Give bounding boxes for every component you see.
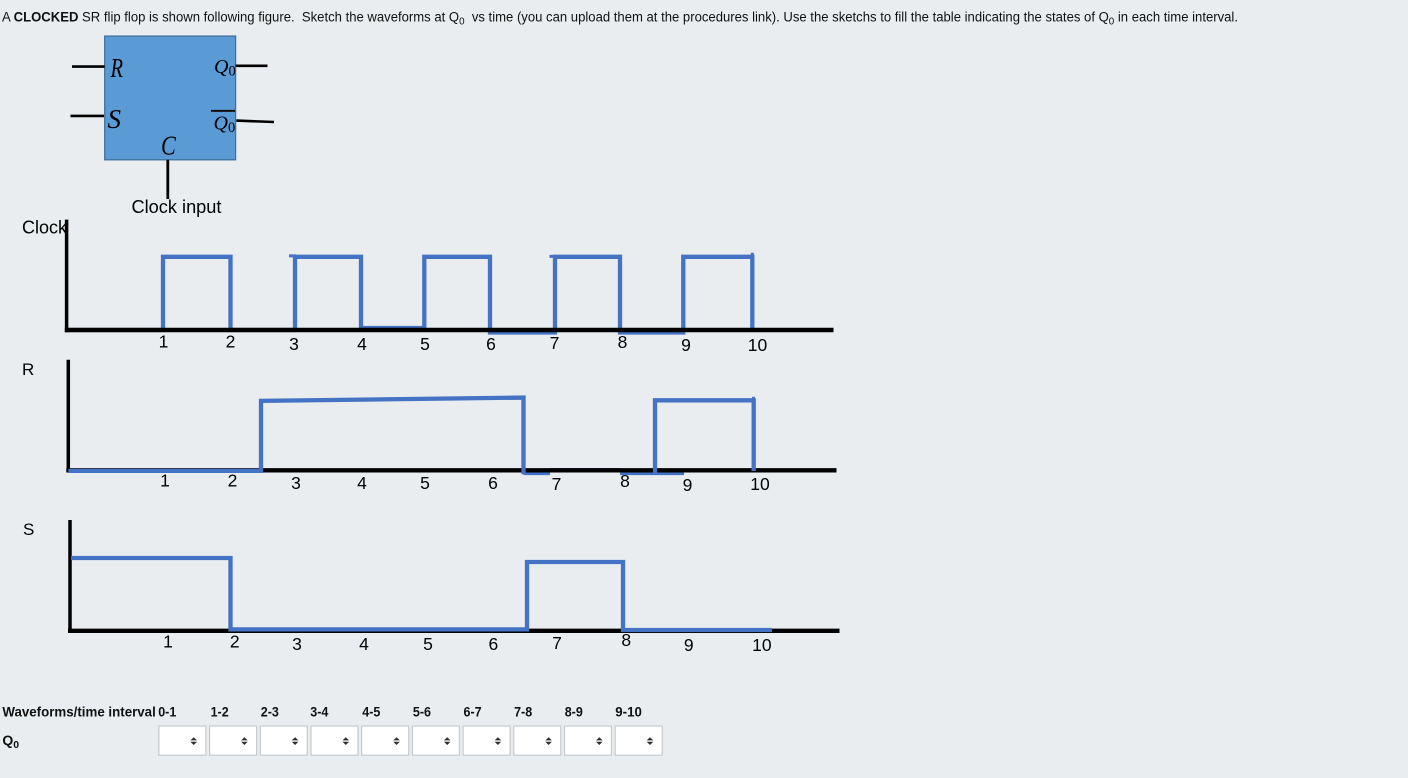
svg-text:7-8: 7-8: [514, 704, 532, 720]
svg-text:0-1: 0-1: [158, 704, 176, 720]
svg-text:6: 6: [488, 473, 498, 493]
svg-text:4: 4: [357, 334, 367, 354]
svg-text:2: 2: [228, 471, 238, 491]
svg-text:R: R: [22, 360, 34, 379]
svg-text:2-3: 2-3: [261, 704, 279, 720]
svg-text:4: 4: [357, 473, 367, 493]
svg-text:Clock input: Clock input: [132, 197, 222, 217]
svg-text:3: 3: [289, 334, 299, 354]
svg-text:3: 3: [291, 473, 301, 493]
svg-text:5-6: 5-6: [413, 704, 431, 720]
svg-text:8: 8: [620, 471, 630, 491]
svg-text:3-4: 3-4: [310, 704, 328, 720]
svg-text:Q0: Q0: [2, 732, 19, 751]
svg-text:10: 10: [748, 335, 768, 355]
svg-text:10: 10: [752, 635, 772, 655]
svg-text:Clock: Clock: [22, 218, 68, 238]
svg-text:6-7: 6-7: [464, 704, 482, 720]
svg-text:1-2: 1-2: [211, 704, 229, 720]
svg-text:7: 7: [552, 633, 562, 653]
svg-text:6: 6: [486, 334, 496, 354]
svg-text:9: 9: [683, 475, 693, 495]
svg-text:9-10: 9-10: [615, 704, 642, 720]
svg-text:1: 1: [160, 471, 170, 491]
svg-text:3: 3: [292, 634, 302, 654]
svg-text:7: 7: [552, 474, 562, 494]
svg-text:2: 2: [230, 632, 240, 652]
svg-text:4: 4: [359, 634, 369, 654]
svg-text:4-5: 4-5: [362, 704, 380, 720]
svg-text:Waveforms/time interval: Waveforms/time interval: [2, 704, 155, 720]
svg-text:5: 5: [420, 334, 430, 354]
svg-text:C: C: [161, 131, 176, 161]
svg-text:8: 8: [621, 630, 631, 650]
svg-text:S: S: [23, 520, 34, 539]
svg-text:R: R: [110, 54, 124, 83]
svg-text:5: 5: [423, 634, 433, 654]
svg-text:1: 1: [159, 332, 169, 352]
svg-text:9: 9: [681, 335, 691, 355]
svg-text:S: S: [108, 104, 122, 134]
svg-text:6: 6: [489, 634, 499, 654]
svg-text:10: 10: [750, 474, 770, 494]
svg-text:7: 7: [550, 333, 560, 353]
svg-text:5: 5: [420, 473, 430, 493]
svg-text:9: 9: [684, 635, 694, 655]
svg-text:1: 1: [163, 632, 173, 652]
svg-text:8-9: 8-9: [565, 704, 583, 720]
svg-text:A CLOCKED SR flip flop is show: A CLOCKED SR flip flop is shown followin…: [2, 9, 1238, 27]
svg-text:8: 8: [618, 332, 628, 352]
svg-text:2: 2: [226, 332, 236, 352]
